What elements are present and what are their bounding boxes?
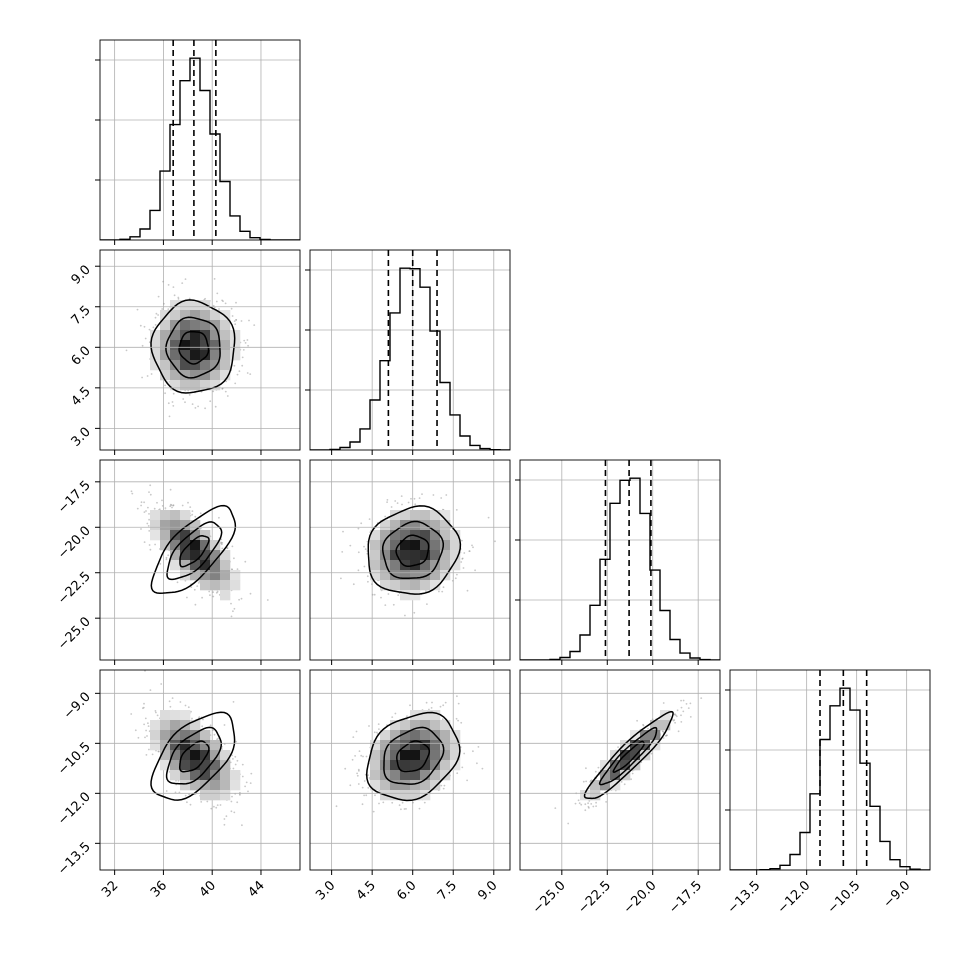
panel-2-0: −25.0 −22.5 −20.0 −17.5 [55,459,301,665]
xtick-label-1-0: 3.0 [313,878,338,903]
panel-frame-2-0 [99,459,301,661]
ytick-label-1-1: 4.5 [69,384,94,409]
ytick-label-2-2: −20.0 [55,523,94,562]
contour-2-1-2 [367,505,462,595]
histogram-0 [100,57,300,240]
panel-2-2 [515,459,721,665]
xtick-label-2-3: −17.5 [666,878,705,917]
contour-3-1-1 [383,726,445,785]
panel-frame-3-1 [309,669,511,871]
contour-3-0-1 [165,726,223,785]
contour-3-2-1 [598,726,658,786]
histogram-3 [730,687,930,870]
panel-0-0 [95,39,301,245]
contour-3-1-2 [365,711,461,802]
density-1-0 [150,300,241,391]
histogram-1 [310,267,510,450]
density-2-0 [150,510,241,601]
panel-1-1 [305,249,511,455]
contour-3-1-0 [396,740,431,773]
contour-2-1-0 [395,534,430,567]
histogram-2 [520,477,720,660]
contour-3-2-2 [583,710,674,800]
xtick-label-3-1: −12.0 [775,878,814,917]
panel-3-0: −13.5 −12.0 −10.5 −9.0 32 36 40 44 [55,669,301,901]
panel-frame-3-2 [519,669,721,871]
contour-2-0-0 [179,535,210,568]
xtick-label-3-3: −9.0 [881,878,914,911]
panel-frame-1-1 [309,249,511,451]
ytick-label-3-1: −12.0 [55,790,94,829]
xtick-label-2-1: −22.5 [575,878,614,917]
ytick-label-1-4: 9.0 [69,262,94,287]
xtick-label-1-1: 4.5 [354,878,379,903]
panel-frame-2-2 [519,459,721,661]
panel-2-1 [309,459,511,665]
ytick-label-3-3: −9.0 [61,690,94,723]
panel-3-3: −13.5 −12.0 −10.5 −9.0 [725,669,931,917]
contour-1-0-2 [150,299,236,394]
panel-frame-0-0 [99,39,301,241]
ytick-label-2-0: −25.0 [55,614,94,653]
contour-3-2-0 [612,740,645,773]
xtick-label-3-0: −13.5 [725,878,764,917]
ytick-label-1-2: 6.0 [69,344,94,369]
contour-3-0-2 [150,711,236,801]
ytick-label-1-0: 3.0 [69,425,94,450]
panel-frame-1-0 [99,249,301,451]
panel-3-2: −25.0 −22.5 −20.0 −17.5 [519,669,721,917]
panel-frame-3-3 [729,669,931,871]
density-3-1 [370,710,461,801]
panel-1-0: 3.0 4.5 6.0 7.5 9.0 [69,249,301,455]
xtick-label-1-2: 6.0 [394,878,419,903]
contour-2-0-1 [166,521,223,581]
ytick-label-2-1: −22.5 [55,569,94,608]
ytick-label-3-2: −10.5 [55,740,94,779]
xtick-label-1-4: 9.0 [475,878,500,903]
ytick-label-2-3: −17.5 [55,478,94,517]
xtick-label-0-3: 44 [245,878,267,900]
xtick-label-0-1: 36 [148,878,170,900]
ytick-label-1-3: 7.5 [69,303,94,328]
panel-3-1: 3.0 4.5 6.0 7.5 9.0 [309,669,511,903]
xtick-label-2-0: −25.0 [530,878,569,917]
xtick-label-0-2: 40 [197,878,219,900]
ytick-label-3-0: −13.5 [55,840,94,879]
panel-frame-2-1 [309,459,511,661]
contour-1-0-1 [165,316,221,379]
contour-1-0-0 [178,331,210,365]
xtick-label-3-2: −10.5 [825,878,864,917]
xtick-label-0-0: 32 [99,878,121,900]
panels-layer: 3.04.56.07.59.0−25.0−22.5−20.0−17.5−13.5… [55,39,931,917]
contour-3-0-0 [178,740,210,773]
xtick-label-2-2: −20.0 [621,878,660,917]
xtick-label-1-3: 7.5 [435,878,460,903]
panel-frame-3-0 [99,669,301,871]
contour-2-0-2 [150,504,237,594]
